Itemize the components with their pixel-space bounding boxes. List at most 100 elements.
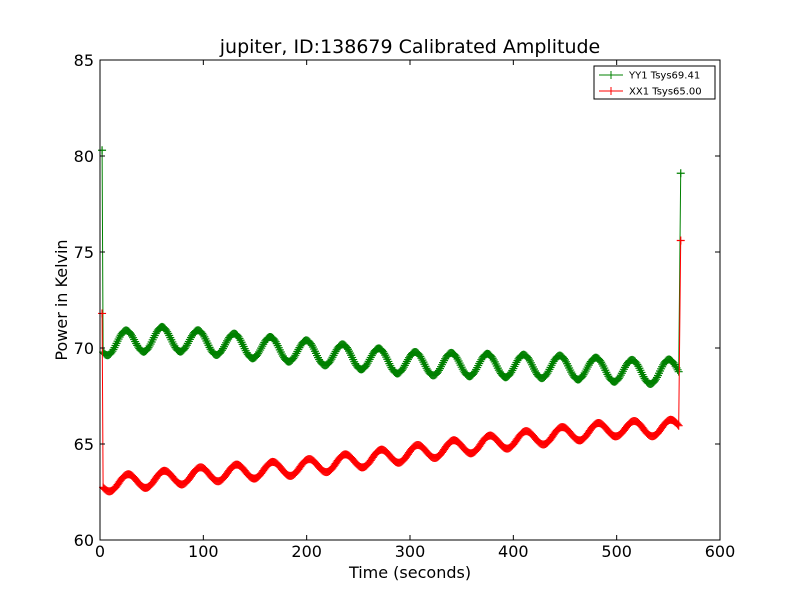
x-tick-label: 600 [705, 542, 736, 561]
data-point [562, 357, 571, 366]
data-point [164, 329, 173, 338]
data-point [652, 373, 661, 382]
legend-marker [607, 87, 615, 95]
data-point [509, 364, 518, 373]
data-point [277, 350, 286, 359]
x-axis-title: Time (seconds) [348, 563, 471, 582]
data-point [474, 361, 483, 370]
legend-marker [607, 71, 615, 79]
data-point [603, 370, 612, 379]
data-point [184, 337, 193, 346]
y-tick-label: 85 [74, 51, 94, 70]
data-point [526, 358, 535, 367]
data-point [676, 236, 685, 245]
data-point [129, 333, 138, 342]
x-tick-label: 0 [95, 542, 105, 561]
data-point [293, 347, 302, 356]
data-point [510, 362, 519, 371]
y-axis-title: Power in Kelvin [52, 239, 71, 360]
data-point [380, 349, 389, 358]
legend-entry: XX1 Tsys65.00 [599, 87, 702, 98]
y-tick-label: 65 [74, 435, 94, 454]
data-point [240, 344, 249, 353]
x-tick-label: 500 [601, 542, 632, 561]
data-point [559, 354, 568, 363]
series-2 [98, 236, 685, 496]
data-point [435, 364, 444, 373]
data-point [615, 372, 624, 381]
series-1 [98, 146, 685, 388]
legend-label: XX1 Tsys65.00 [629, 87, 702, 98]
data-point [488, 354, 497, 363]
data-point [578, 372, 587, 381]
data-point [674, 421, 683, 430]
data-point [290, 353, 299, 362]
data-point [547, 361, 556, 370]
data-point [673, 420, 682, 429]
data-point [473, 363, 482, 372]
ticks-layer: 0 100 200 300 400 500 600 60 65 70 75 80 85 [74, 51, 736, 561]
y-tick-label: 75 [74, 243, 94, 262]
data-point [272, 339, 281, 348]
data-point [146, 340, 155, 349]
legend-entries: YY1 Tsys69.41 XX1 Tsys65.00 [599, 71, 702, 98]
data-point [98, 309, 107, 318]
data-point [327, 355, 336, 364]
chart-title: jupiter, ID:138679 Calibrated Amplitude [219, 36, 600, 58]
data-point [439, 358, 448, 367]
data-point [114, 335, 123, 344]
data-point [454, 357, 463, 366]
x-tick-label: 100 [188, 542, 219, 561]
data-point [507, 368, 516, 377]
data-point [676, 169, 685, 178]
data-point [150, 331, 159, 340]
data-point [222, 338, 231, 347]
data-point [561, 356, 569, 365]
data-point [546, 363, 555, 372]
x-tick-label: 200 [291, 542, 322, 561]
data-point [418, 356, 427, 365]
data-point [308, 343, 317, 352]
data-point [616, 371, 625, 380]
data-point [169, 339, 178, 348]
data-point [132, 339, 141, 348]
data-point [364, 357, 373, 366]
data-point [525, 356, 534, 365]
data-point [271, 337, 280, 346]
data-point [494, 366, 503, 375]
data-point [256, 346, 265, 355]
data-point [476, 357, 485, 366]
data-point [144, 343, 153, 352]
data-point [417, 354, 426, 363]
data-point [110, 343, 119, 352]
y-tick-label: 70 [74, 339, 94, 358]
legend-box [593, 65, 716, 100]
data-point [401, 359, 410, 368]
x-tick-label: 400 [498, 542, 529, 561]
legend-label: YY1 Tsys69.41 [628, 71, 700, 82]
data-point [584, 361, 593, 370]
data-point [581, 367, 590, 376]
data-point [566, 366, 575, 375]
data-point [234, 332, 243, 341]
series-layer [98, 146, 685, 496]
data-point [508, 366, 517, 375]
y-tick-label: 60 [74, 531, 94, 550]
data-point [386, 361, 395, 370]
data-point [598, 360, 607, 369]
data-point [530, 364, 538, 373]
data-point [259, 340, 268, 349]
data-point [345, 347, 354, 356]
data-point [597, 358, 606, 367]
data-point [218, 344, 227, 353]
data-point [523, 353, 532, 362]
data-point [544, 367, 553, 376]
data-point [330, 349, 339, 358]
data-point [163, 327, 172, 336]
data-point [181, 342, 190, 351]
data-point [673, 365, 682, 374]
data-point [342, 343, 351, 352]
y-tick-label: 80 [74, 147, 94, 166]
